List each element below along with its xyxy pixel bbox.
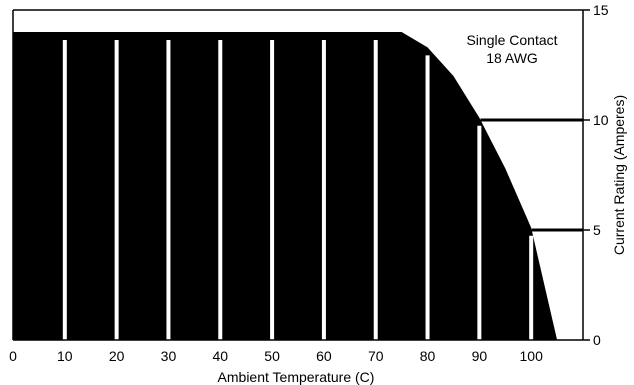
- x-tick-label-20: 20: [109, 348, 125, 364]
- x-tick-label-10: 10: [57, 348, 73, 364]
- y-axis-label: Current Rating (Amperes): [611, 95, 627, 255]
- x-tick-label-90: 90: [472, 348, 488, 364]
- axes: 0 10 20 30 40 50 60 70 80 90 100 0 5 10 15: [9, 2, 609, 364]
- x-axis-label: Ambient Temperature (C): [218, 369, 375, 385]
- x-tick-label-60: 60: [316, 348, 332, 364]
- x-tick-label-80: 80: [420, 348, 436, 364]
- y-tick-label-5: 5: [593, 222, 601, 238]
- rating-area: [13, 32, 558, 340]
- chart-subtitle: 18 AWG: [486, 50, 538, 66]
- x-tick-label-50: 50: [264, 348, 280, 364]
- y-tick-label-15: 15: [593, 2, 609, 18]
- plot-area: [13, 32, 583, 340]
- x-tick-label-70: 70: [368, 348, 384, 364]
- x-tick-label-40: 40: [212, 348, 228, 364]
- chart-title: Single Contact: [466, 32, 557, 48]
- y-tick-label-10: 10: [593, 112, 609, 128]
- x-tick-label-100: 100: [520, 348, 544, 364]
- x-tick-label-0: 0: [9, 348, 17, 364]
- x-tick-label-30: 30: [161, 348, 177, 364]
- y-tick-label-0: 0: [593, 332, 601, 348]
